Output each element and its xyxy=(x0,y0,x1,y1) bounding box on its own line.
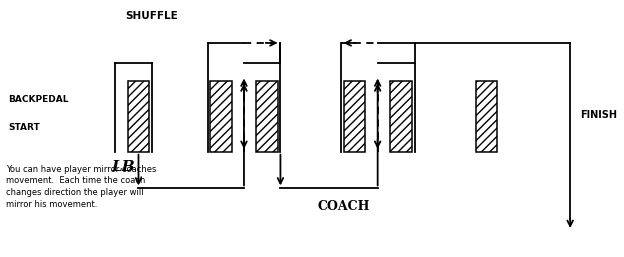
Text: COACH: COACH xyxy=(318,200,370,213)
Text: SHUFFLE: SHUFFLE xyxy=(125,11,178,21)
Text: START: START xyxy=(8,123,40,132)
Bar xyxy=(256,80,278,152)
Text: LB: LB xyxy=(111,160,135,173)
Bar xyxy=(476,80,497,152)
Bar xyxy=(128,80,149,152)
Bar xyxy=(390,80,412,152)
Text: BACKPEDAL: BACKPEDAL xyxy=(8,95,69,104)
Text: You can have player mirror coaches
movement.  Each time the coach
changes direct: You can have player mirror coaches movem… xyxy=(6,164,157,209)
Bar xyxy=(344,80,365,152)
Text: FINISH: FINISH xyxy=(580,110,617,120)
Bar xyxy=(210,80,232,152)
